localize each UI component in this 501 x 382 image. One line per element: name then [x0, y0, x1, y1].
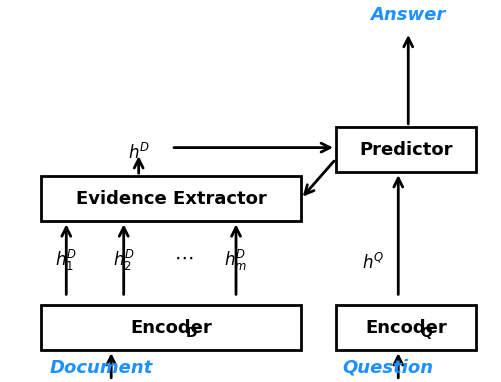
Text: Predictor: Predictor [358, 141, 451, 159]
Text: Q: Q [419, 326, 431, 340]
Text: $h^D$: $h^D$ [127, 142, 149, 163]
Text: Document: Document [50, 359, 153, 377]
Text: Answer: Answer [370, 6, 445, 24]
Text: Encoder: Encoder [130, 319, 211, 337]
Text: $h^Q$: $h^Q$ [361, 253, 384, 273]
Bar [41, 305, 300, 350]
Text: Question: Question [342, 359, 433, 377]
Text: $h_1^D$: $h_1^D$ [55, 248, 77, 273]
Text: Evidence Extractor: Evidence Extractor [76, 190, 266, 208]
Bar [335, 305, 475, 350]
Bar [41, 176, 300, 222]
Bar [335, 127, 475, 172]
Text: $h_m^D$: $h_m^D$ [224, 248, 247, 273]
Text: $\cdots$: $\cdots$ [174, 248, 193, 267]
Text: D: D [185, 326, 196, 340]
Text: $h_2^D$: $h_2^D$ [112, 248, 135, 273]
Text: Encoder: Encoder [364, 319, 446, 337]
